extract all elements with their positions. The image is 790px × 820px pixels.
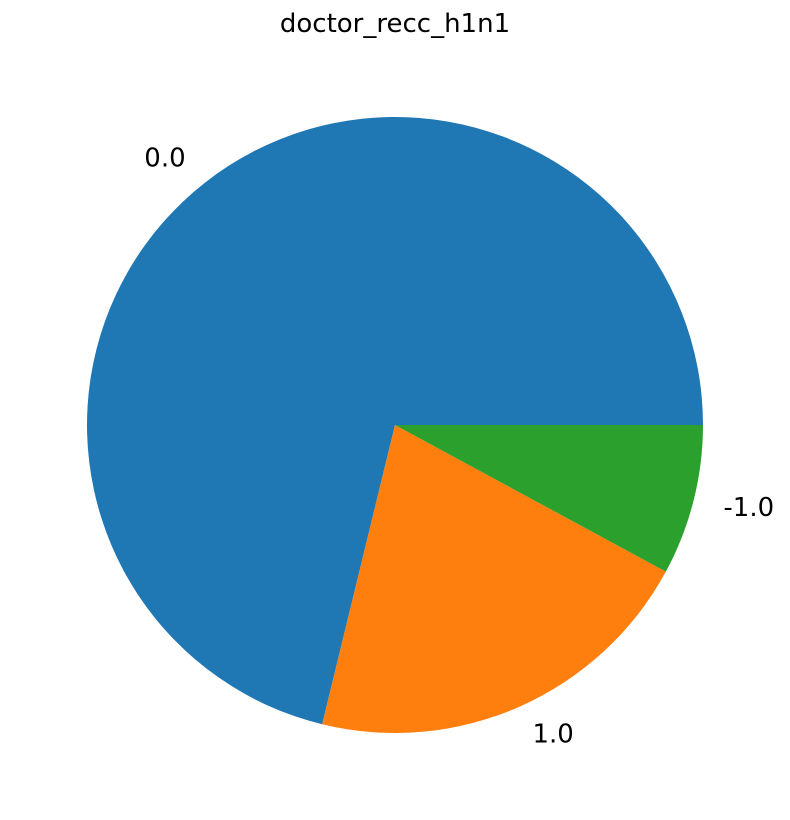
pie-slice (395, 425, 703, 572)
pie-slices (87, 117, 704, 733)
pie-labels: 0.0 1.0 -1.0 (144, 144, 774, 750)
pie-slice-label: 0.0 (144, 144, 185, 174)
pie-slice-label: 1.0 (532, 720, 573, 750)
chart-title: doctor_recc_h1n1 (280, 9, 510, 39)
pie-slice (87, 117, 704, 725)
pie-slice-label: -1.0 (723, 493, 774, 523)
pie-slice (322, 425, 666, 733)
